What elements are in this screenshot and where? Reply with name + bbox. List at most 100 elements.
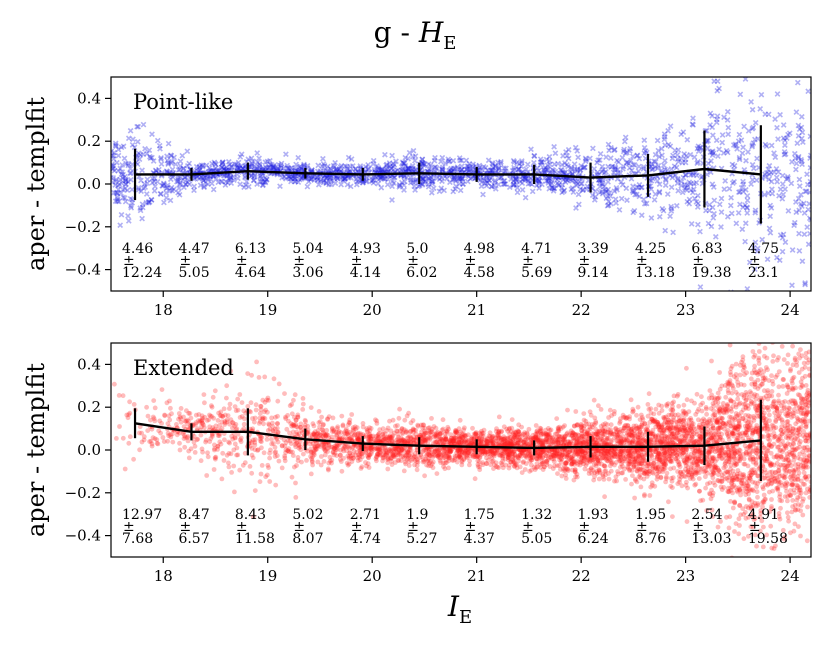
data-point [546, 175, 552, 182]
data-point [773, 166, 780, 172]
data-point [612, 166, 619, 173]
data-point [165, 140, 172, 147]
data-point [237, 163, 244, 170]
data-point [749, 106, 756, 113]
data-point [633, 440, 638, 446]
y-axis: −0.4−0.20.00.20.4 [65, 89, 111, 279]
data-point [228, 164, 234, 170]
data-point [151, 175, 158, 182]
data-point [111, 163, 115, 169]
data-point [163, 190, 169, 196]
data-point [779, 498, 785, 504]
data-point [752, 266, 758, 273]
data-point [467, 175, 474, 182]
data-point [422, 437, 427, 443]
data-point [735, 423, 741, 429]
data-point [168, 405, 173, 411]
data-point [533, 431, 538, 437]
data-point [781, 151, 788, 158]
data-point [375, 167, 382, 173]
data-point [362, 164, 369, 170]
data-point [479, 434, 485, 440]
data-point [750, 487, 755, 493]
data-point [711, 210, 717, 217]
data-point [661, 136, 668, 143]
data-point [631, 433, 636, 439]
data-point [113, 178, 119, 185]
data-point [580, 165, 587, 171]
data-point [802, 399, 808, 404]
data-point [711, 197, 718, 204]
data-point [224, 417, 230, 423]
data-point [597, 183, 603, 190]
data-point [275, 413, 280, 419]
data-point [516, 440, 522, 446]
data-point [441, 441, 446, 447]
data-point [209, 432, 215, 437]
data-point [558, 167, 565, 174]
data-point [128, 204, 135, 211]
data-point [257, 179, 264, 185]
data-point [295, 458, 301, 464]
data-point [636, 155, 643, 162]
data-point [521, 175, 527, 182]
data-point [536, 180, 542, 187]
data-point [158, 156, 164, 162]
data-point [688, 467, 694, 473]
data-point [741, 167, 748, 173]
data-point [697, 284, 704, 290]
data-point [498, 460, 504, 466]
data-point [536, 185, 542, 191]
data-point [434, 165, 440, 172]
data-point [587, 155, 593, 162]
data-point [291, 165, 298, 172]
data-point [111, 179, 116, 185]
data-point [440, 452, 445, 458]
data-point [327, 177, 334, 184]
data-point [241, 184, 247, 191]
data-point [791, 447, 797, 453]
data-point [662, 435, 668, 440]
data-point [293, 422, 298, 427]
data-point [591, 431, 597, 437]
data-point [709, 152, 716, 158]
data-point [614, 157, 620, 164]
data-point [599, 168, 605, 175]
data-point [744, 193, 751, 199]
data-point [714, 456, 720, 462]
data-point [671, 163, 678, 170]
data-point [443, 434, 448, 440]
data-point [510, 453, 516, 459]
data-point [681, 151, 688, 157]
data-point [803, 412, 809, 418]
data-point [529, 453, 534, 459]
data-point [649, 416, 654, 422]
data-point [250, 158, 256, 165]
data-point [428, 446, 434, 452]
data-point [693, 448, 699, 454]
data-point [725, 124, 732, 131]
data-point [127, 434, 133, 440]
data-point [736, 531, 742, 537]
data-point [686, 196, 693, 203]
data-point [649, 483, 655, 488]
x-tick-label: 19 [258, 301, 277, 319]
data-point [750, 165, 757, 172]
data-point [336, 442, 342, 448]
data-point [559, 189, 565, 196]
data-point [287, 438, 293, 444]
data-point [709, 181, 716, 188]
data-point [129, 161, 136, 168]
data-point [314, 174, 321, 181]
data-point [744, 205, 751, 211]
data-point [704, 429, 710, 435]
data-point [170, 439, 176, 445]
data-point [781, 536, 787, 542]
data-point [634, 152, 641, 159]
data-point [762, 171, 768, 178]
data-point [209, 403, 214, 409]
data-point [680, 174, 687, 181]
data-point [668, 203, 674, 210]
data-point [457, 417, 463, 423]
data-point [129, 186, 135, 193]
